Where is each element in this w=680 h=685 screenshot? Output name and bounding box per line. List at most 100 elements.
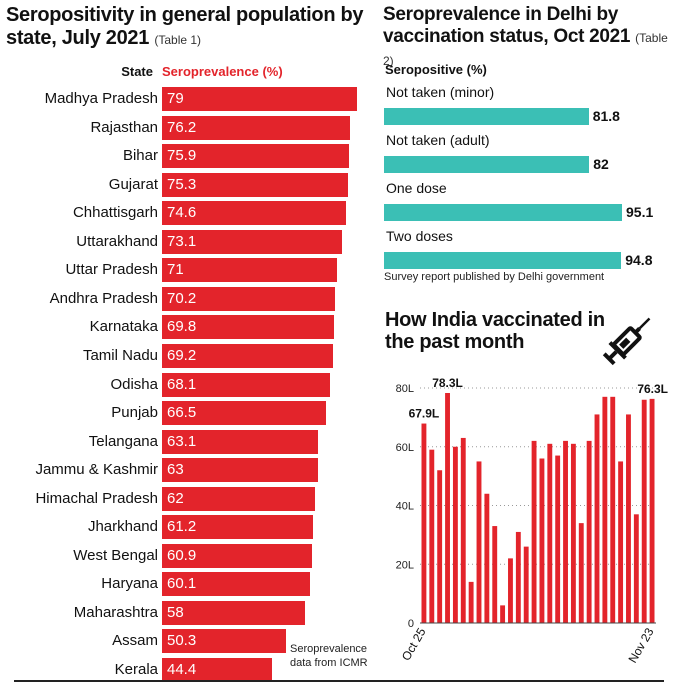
state-bar [162, 543, 313, 568]
state-bar [162, 401, 327, 426]
state-label: Jharkhand [87, 518, 158, 536]
state-label: Andhra Pradesh [49, 289, 158, 307]
vaccination-bar [586, 440, 592, 623]
vaccination-bar [523, 546, 529, 623]
state-bar [162, 458, 318, 483]
vaccination-bar [633, 514, 639, 623]
state-value-label: 61.2 [167, 518, 197, 536]
state-value-label: 62 [167, 489, 184, 507]
state-label: Bihar [122, 147, 158, 165]
vaccination-bar [460, 437, 466, 623]
status-value-label: 94.8 [625, 252, 653, 268]
status-label: Not taken (minor) [386, 84, 495, 100]
state-value-label: 76.2 [167, 118, 197, 136]
state-bar [162, 258, 338, 283]
state-bar [162, 172, 348, 197]
state-value-label: 60.1 [167, 575, 197, 593]
status-value-label: 95.1 [626, 204, 654, 220]
bar-annotation: 76.3L [637, 382, 668, 396]
state-bar [162, 658, 272, 682]
table2-title: Seroprevalence in Delhi by vaccination s… [383, 4, 678, 72]
state-label: Tamil Nadu [82, 346, 158, 364]
status-bar [384, 108, 589, 125]
table1-title-text: Seropositivity in general population by … [6, 4, 364, 49]
vaccination-bar [641, 399, 647, 623]
vaccination-bar [555, 455, 561, 623]
state-value-label: 66.5 [167, 404, 197, 422]
vaccination-bar [563, 440, 568, 623]
state-label: Assam [112, 632, 158, 650]
state-label: Uttar Pradesh [65, 261, 158, 279]
y-tick-label: 20L [396, 559, 414, 571]
state-bar [162, 372, 331, 397]
status-value-label: 82 [593, 156, 609, 172]
table3-title: How India vaccinated in the past month [385, 309, 605, 353]
vaccination-bar [476, 461, 482, 623]
state-bar [162, 515, 314, 540]
status-label: Not taken (adult) [386, 132, 490, 148]
status-label: Two doses [386, 228, 453, 244]
vaccination-bar [445, 392, 450, 623]
y-tick-label: 80L [396, 383, 414, 395]
status-bar [384, 156, 590, 173]
state-value-label: 63 [167, 461, 184, 479]
vaccination-bar [547, 443, 553, 623]
syringe-icon [602, 317, 651, 366]
vaccination-bar [515, 531, 521, 623]
vaccination-bar [452, 446, 458, 623]
state-value-label: 69.2 [167, 346, 197, 364]
vaccination-bar [429, 449, 435, 623]
y-tick-label: 0 [408, 618, 414, 630]
state-value-label: 63.1 [167, 432, 197, 450]
state-label: Telangana [88, 432, 158, 450]
x-end-label: Nov 23 [625, 625, 656, 665]
table1-note-line1: Seroprevalence [290, 643, 368, 655]
state-bar [162, 429, 318, 454]
vaccination-bar [594, 414, 600, 623]
state-bar [162, 286, 336, 311]
state-value-label: 50.3 [167, 632, 197, 650]
y-tick-label: 60L [396, 442, 414, 454]
vaccination-bar [602, 396, 608, 623]
state-value-label: 79 [167, 90, 184, 107]
vaccination-bar [500, 605, 506, 623]
table2-title-text: Seroprevalence in Delhi by vaccination s… [383, 4, 631, 47]
state-value-label: 71 [167, 261, 184, 279]
state-value-label: 58 [167, 603, 184, 621]
state-label: Jammu & Kashmir [35, 461, 158, 479]
state-bar [162, 600, 306, 625]
table1-note-line2: data from ICMR [290, 657, 368, 669]
state-label: Punjab [111, 404, 158, 422]
vaccination-bar [437, 470, 443, 623]
state-value-label: 75.3 [167, 175, 197, 193]
y-tick-label: 40L [396, 501, 414, 513]
table2-note: Survey report published by Delhi governm… [384, 271, 605, 283]
vaccination-bar [468, 581, 474, 623]
state-value-label: 73.1 [167, 232, 197, 250]
state-value-label: 69.8 [167, 318, 197, 336]
vaccination-bar [570, 443, 576, 623]
vaccination-bar [626, 414, 631, 623]
vaccination-bar [618, 461, 624, 623]
vaccination-bar [649, 398, 655, 623]
state-label: Chhattisgarh [72, 204, 158, 222]
state-label: Odisha [110, 375, 158, 393]
x-start-label: Oct 25 [399, 625, 429, 663]
state-label: Kerala [114, 661, 158, 678]
vaccination-bar [531, 440, 537, 623]
state-value-label: 44.4 [167, 661, 197, 678]
state-bar [162, 201, 347, 226]
state-value-label: 70.2 [167, 289, 197, 307]
state-bar [162, 115, 351, 140]
table2-subheader: Seropositive (%) [385, 62, 487, 77]
state-label: West Bengal [73, 546, 158, 564]
table1-tag: (Table 1) [154, 33, 202, 47]
state-value-label: 75.9 [167, 147, 197, 165]
status-bar [384, 204, 622, 221]
vaccination-bar [484, 493, 490, 623]
vaccination-bar [508, 558, 513, 623]
vaccination-bar-chart: 0 20L 40L 60L 80L 67.9L 78.3L 76.3L Oct 25 Nov 23 [396, 376, 668, 665]
state-bar [162, 572, 311, 597]
table1-value-header: Seroprevalence (%) [162, 64, 283, 79]
state-bar [162, 144, 350, 169]
